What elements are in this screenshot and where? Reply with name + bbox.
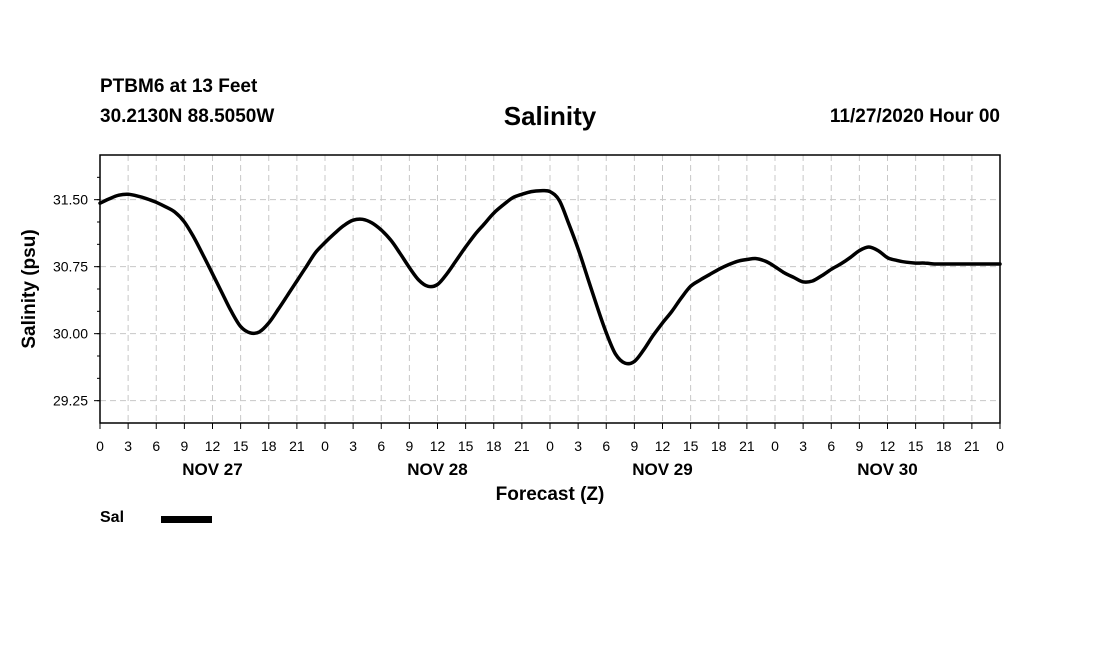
y-tick-label: 31.50 <box>53 192 88 208</box>
x-tick-label: 21 <box>964 438 980 454</box>
day-label: NOV 29 <box>632 460 692 479</box>
x-tick-label: 12 <box>880 438 896 454</box>
x-tick-label: 9 <box>405 438 413 454</box>
series-line-sal <box>98 188 1002 366</box>
x-tick-label: 0 <box>321 438 329 454</box>
day-label: NOV 30 <box>857 460 917 479</box>
x-tick-label: 3 <box>124 438 132 454</box>
day-label: NOV 28 <box>407 460 467 479</box>
x-tick-label: 6 <box>377 438 385 454</box>
x-tick-label: 12 <box>430 438 446 454</box>
y-tick-label: 29.25 <box>53 393 88 409</box>
x-tick-label: 0 <box>771 438 779 454</box>
x-axis-label: Forecast (Z) <box>496 484 605 505</box>
grid-lines <box>100 155 1000 423</box>
x-tick-label: 9 <box>180 438 188 454</box>
x-tick-label: 15 <box>683 438 699 454</box>
day-label: NOV 27 <box>182 460 242 479</box>
coordinates-label: 30.2130N 88.5050W <box>100 106 275 127</box>
axis-ticks: 0 3 6 9 12 15 18 21 0 3 6 9 12 15 18 21 0 3 6 9 12 15 18 21 0 3 6 9… <box>53 176 1004 479</box>
x-tick-label: 21 <box>739 438 755 454</box>
x-tick-label: 15 <box>233 438 249 454</box>
x-tick-label: 15 <box>908 438 924 454</box>
x-tick-label: 9 <box>855 438 863 454</box>
x-tick-label: 6 <box>152 438 160 454</box>
x-tick-label: 21 <box>289 438 305 454</box>
legend-swatch <box>161 516 212 523</box>
x-tick-label: 0 <box>96 438 104 454</box>
x-tick-label: 0 <box>546 438 554 454</box>
x-tick-label: 18 <box>261 438 277 454</box>
x-tick-label: 12 <box>205 438 221 454</box>
issued-time-label: 11/27/2020 Hour 00 <box>829 106 1000 127</box>
x-tick-label: 0 <box>996 438 1004 454</box>
x-tick-label: 3 <box>799 438 807 454</box>
x-tick-label: 9 <box>630 438 638 454</box>
x-tick-label: 18 <box>486 438 502 454</box>
x-tick-label: 3 <box>349 438 357 454</box>
series-lines <box>98 188 1002 366</box>
x-tick-label: 12 <box>655 438 671 454</box>
x-tick-label: 6 <box>602 438 610 454</box>
y-tick-label: 30.75 <box>53 259 88 275</box>
chart-title: Salinity <box>503 101 597 131</box>
y-tick-label: 30.00 <box>53 326 88 342</box>
station-label: PTBM6 at 13 Feet <box>100 76 258 97</box>
x-tick-label: 6 <box>827 438 835 454</box>
x-tick-label: 18 <box>936 438 952 454</box>
legend-label: Sal <box>100 509 125 526</box>
x-tick-label: 18 <box>711 438 727 454</box>
x-tick-label: 3 <box>574 438 582 454</box>
y-axis-label: Salinity (psu) <box>19 229 40 348</box>
x-tick-label: 21 <box>514 438 530 454</box>
x-tick-label: 15 <box>458 438 474 454</box>
